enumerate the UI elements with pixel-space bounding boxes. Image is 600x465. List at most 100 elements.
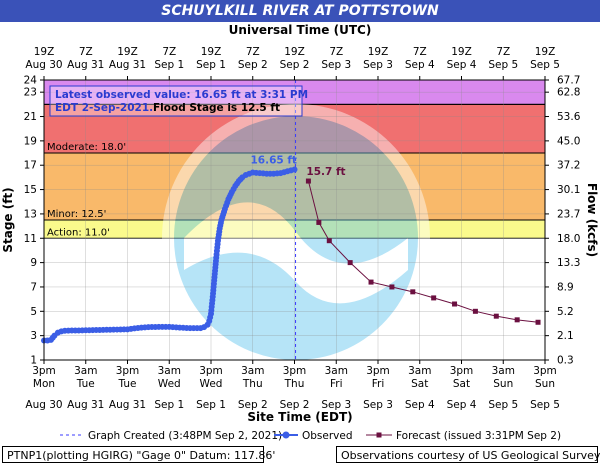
x2-tick-date: Sep 4 — [405, 59, 435, 71]
x2-tick-date: Sep 3 — [363, 59, 393, 71]
band-label-moderate: Moderate: 18.0' — [47, 142, 126, 153]
x2-tick-time: 7Z — [79, 46, 93, 58]
watermark-wave — [184, 202, 408, 304]
x-tick-time: 3am — [241, 365, 264, 377]
y-tick-label: 5 — [30, 306, 37, 318]
x-tick-date: Sep 4 — [405, 399, 435, 411]
y2-tick-label: 37.2 — [557, 160, 580, 172]
x-tick-day: Wed — [200, 378, 223, 390]
annotation-line1: Latest observed value: 16.65 ft at 3:31 … — [55, 89, 308, 101]
x2-tick-date: Sep 4 — [447, 59, 477, 71]
x-tick-date: Sep 5 — [488, 399, 518, 411]
y-tick-label: 11 — [24, 233, 37, 245]
legend-created-label: Graph Created (3:48PM Sep 2, 2021) — [88, 430, 282, 442]
band-label-minor: Minor: 12.5' — [47, 209, 106, 220]
x2-tick-date: Sep 1 — [196, 59, 226, 71]
x-tick-day: Fri — [372, 378, 385, 390]
y-axis-title: Stage (ft) — [1, 187, 15, 252]
y2-tick-label: 30.1 — [557, 184, 580, 196]
x-tick-time: 3am — [158, 365, 181, 377]
y-tick-label: 15 — [24, 184, 37, 196]
observed-peak-label: 16.65 ft — [251, 154, 297, 166]
x2-tick-date: Aug 31 — [109, 59, 146, 71]
x2-tick-date: Aug 30 — [25, 59, 62, 71]
legend-forecast-label: Forecast (issued 3:31PM Sep 2) — [396, 430, 561, 442]
y2-axis-title: Flow (kcfs) — [585, 183, 599, 257]
x-tick-time: 3pm — [283, 365, 307, 377]
y2-tick-label: 62.8 — [557, 87, 580, 99]
legend-observed-marker — [282, 431, 290, 439]
forecast-point — [472, 308, 478, 314]
legend-observed-label: Observed — [302, 430, 353, 442]
x-tick-time: 3pm — [533, 365, 557, 377]
y2-tick-label: 13.3 — [557, 257, 580, 269]
x2-tick-time: 19Z — [368, 46, 389, 58]
x-tick-time: 3pm — [116, 365, 140, 377]
y-tick-label: 24 — [24, 75, 38, 87]
x-tick-day: Wed — [158, 378, 181, 390]
x-tick-day: Tue — [118, 378, 137, 390]
x-tick-date: Sep 5 — [530, 399, 560, 411]
x2-tick-date: Sep 1 — [154, 59, 184, 71]
forecast-point — [326, 238, 332, 244]
x-tick-date: Sep 4 — [447, 399, 477, 411]
legend-forecast-marker — [376, 432, 382, 438]
forecast-point — [305, 178, 311, 184]
x2-tick-date: Sep 5 — [530, 59, 560, 71]
chart-title: SCHUYLKILL RIVER AT POTTSTOWN — [0, 0, 600, 22]
chart-axes: 1357911131517192123240.32.15.28.913.318.… — [24, 46, 581, 411]
x-tick-day: Mon — [33, 378, 55, 390]
x-tick-date: Aug 31 — [67, 399, 104, 411]
x-tick-date: Sep 1 — [196, 399, 226, 411]
forecast-point — [535, 319, 541, 325]
x-tick-day: Thu — [242, 378, 263, 390]
forecast-point — [368, 279, 374, 285]
x-tick-time: 3pm — [199, 365, 223, 377]
x2-tick-time: 7Z — [329, 46, 343, 58]
annotation-box — [49, 85, 303, 117]
y-tick-label: 3 — [30, 330, 37, 342]
y2-tick-label: 53.6 — [557, 111, 581, 123]
y-tick-label: 7 — [30, 281, 37, 293]
y2-tick-label: 23.7 — [557, 208, 580, 220]
x-tick-day: Sun — [493, 378, 513, 390]
observed-series: 16.65 ft — [41, 154, 298, 344]
x2-tick-time: 7Z — [246, 46, 260, 58]
forecast-point — [493, 313, 499, 319]
x-tick-time: 3pm — [32, 365, 56, 377]
x2-tick-time: 19Z — [535, 46, 556, 58]
forecast-point — [452, 301, 458, 307]
bottom-axis-title: Site Time (EDT) — [247, 410, 352, 424]
footer-credit: Observations courtesy of US Geological S… — [336, 446, 600, 463]
x2-tick-time: 19Z — [34, 46, 55, 58]
y2-tick-label: 0.3 — [557, 355, 574, 367]
x2-tick-time: 19Z — [117, 46, 138, 58]
forecast-point — [431, 295, 437, 301]
top-axis-title: Universal Time (UTC) — [229, 23, 372, 37]
forecast-point — [347, 260, 353, 266]
y-tick-label: 19 — [24, 135, 37, 147]
x2-tick-time: 7Z — [496, 46, 510, 58]
y2-tick-label: 67.7 — [557, 75, 580, 87]
band-label-action: Action: 11.0' — [47, 227, 110, 238]
forecast-point — [514, 317, 520, 323]
x2-tick-date: Aug 31 — [67, 59, 104, 71]
x-tick-day: Sat — [453, 378, 470, 390]
annotation-date: EDT 2-Sep-2021. — [55, 102, 153, 114]
x-tick-time: 3am — [492, 365, 515, 377]
y-tick-label: 9 — [30, 257, 37, 269]
y2-tick-label: 45.0 — [557, 135, 580, 147]
x2-tick-time: 19Z — [284, 46, 305, 58]
x2-tick-date: Sep 5 — [488, 59, 518, 71]
x-tick-day: Tue — [76, 378, 95, 390]
x-tick-day: Sun — [535, 378, 555, 390]
x2-tick-time: 19Z — [201, 46, 222, 58]
x2-tick-time: 19Z — [451, 46, 472, 58]
legend: Graph Created (3:48PM Sep 2, 2021) Obser… — [60, 430, 561, 442]
x2-tick-date: Sep 2 — [238, 59, 268, 71]
x-tick-time: 3am — [408, 365, 431, 377]
forecast-point — [410, 289, 416, 295]
forecast-point — [316, 219, 322, 225]
x-tick-day: Fri — [330, 378, 343, 390]
chart-grid — [43, 80, 546, 360]
